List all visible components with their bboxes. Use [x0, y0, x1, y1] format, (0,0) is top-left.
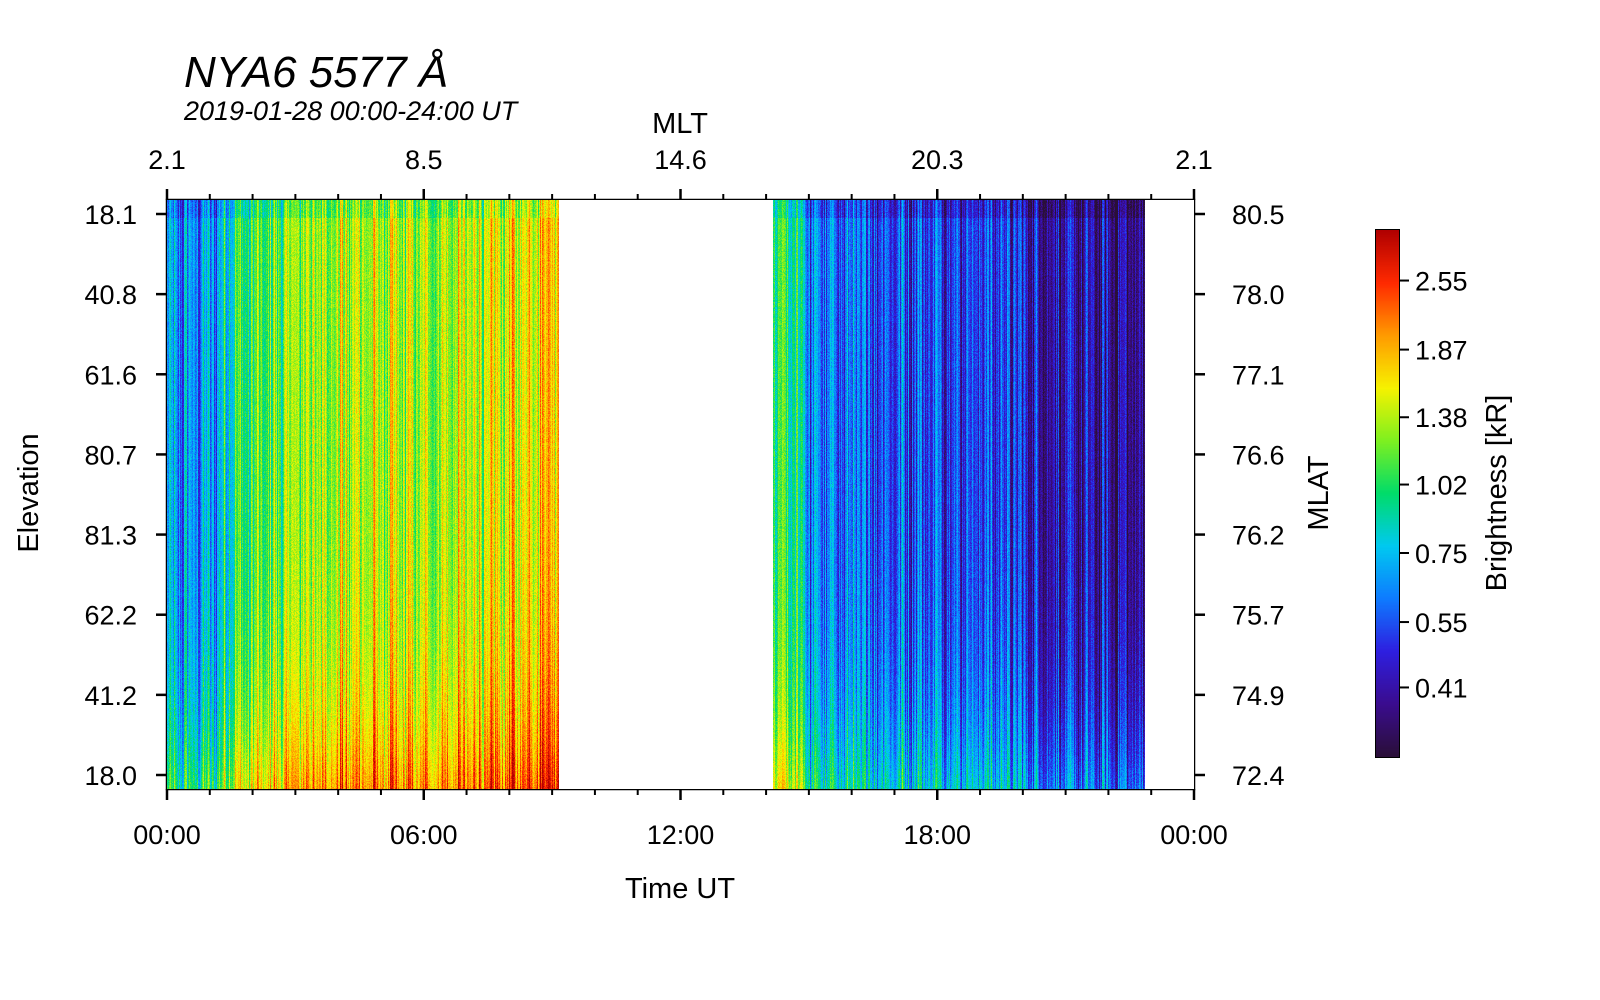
colorbar-tick-label: 1.87: [1415, 336, 1468, 366]
x-tick-label: 00:00: [1160, 820, 1228, 850]
colorbar-tick-label: 0.75: [1415, 539, 1468, 569]
y-left-tick-label: 80.7: [84, 440, 137, 470]
y-left-axis-title: Elevation: [13, 433, 45, 552]
x-top-tick-label: 14.6: [654, 145, 707, 175]
y-right-tick-label: 75.7: [1232, 601, 1285, 631]
y-right-axis-title: MLAT: [1303, 455, 1335, 530]
colorbar-tick-label: 1.38: [1415, 403, 1468, 433]
y-right-tick-label: 77.1: [1232, 360, 1285, 390]
x-top-tick-label: 2.1: [148, 145, 186, 175]
x-top-axis-title: MLT: [652, 108, 708, 140]
y-right-tick-label: 72.4: [1232, 761, 1285, 791]
y-left-tick-label: 81.3: [84, 521, 137, 551]
colorbar-tick-label: 0.55: [1415, 608, 1468, 638]
y-left-tick-label: 18.1: [84, 200, 137, 230]
x-tick-label: 18:00: [903, 820, 971, 850]
y-left-tick-label: 61.6: [84, 360, 137, 390]
chart-title: NYA6 5577 Å: [184, 48, 448, 97]
x-top-tick-label: 8.5: [405, 145, 443, 175]
y-left-tick-label: 41.2: [84, 681, 137, 711]
colorbar: [1376, 230, 1399, 757]
y-right-tick-label: 76.6: [1232, 440, 1285, 470]
x-axis-title: Time UT: [625, 873, 735, 905]
colorbar-axis: 2.55 1.87 1.38 1.02 0.75 0.55 0.41: [1375, 229, 1468, 758]
chart-subtitle: 2019-01-28 00:00-24:00 UT: [183, 96, 520, 126]
y-right-tick-label: 78.0: [1232, 280, 1285, 310]
x-tick-label: 06:00: [390, 820, 458, 850]
x-tick-label: 00:00: [133, 820, 201, 850]
y-right-tick-label: 80.5: [1232, 200, 1285, 230]
x-tick-label: 12:00: [647, 820, 715, 850]
colorbar-title: Brightness [kR]: [1481, 395, 1513, 592]
y-left-tick-label: 40.8: [84, 280, 137, 310]
y-right-tick-label: 76.2: [1232, 521, 1285, 551]
colorbar-tick-label: 1.02: [1415, 471, 1468, 501]
y-left-tick-label: 18.0: [84, 761, 137, 791]
y-left-tick-label: 62.2: [84, 601, 137, 631]
y-right-tick-label: 74.9: [1232, 681, 1285, 711]
colorbar-tick-label: 2.55: [1415, 267, 1468, 297]
colorbar-tick-label: 0.41: [1415, 673, 1468, 703]
x-top-tick-label: 2.1: [1175, 145, 1213, 175]
heatmap-image: [167, 200, 1194, 789]
x-top-tick-label: 20.3: [911, 145, 964, 175]
